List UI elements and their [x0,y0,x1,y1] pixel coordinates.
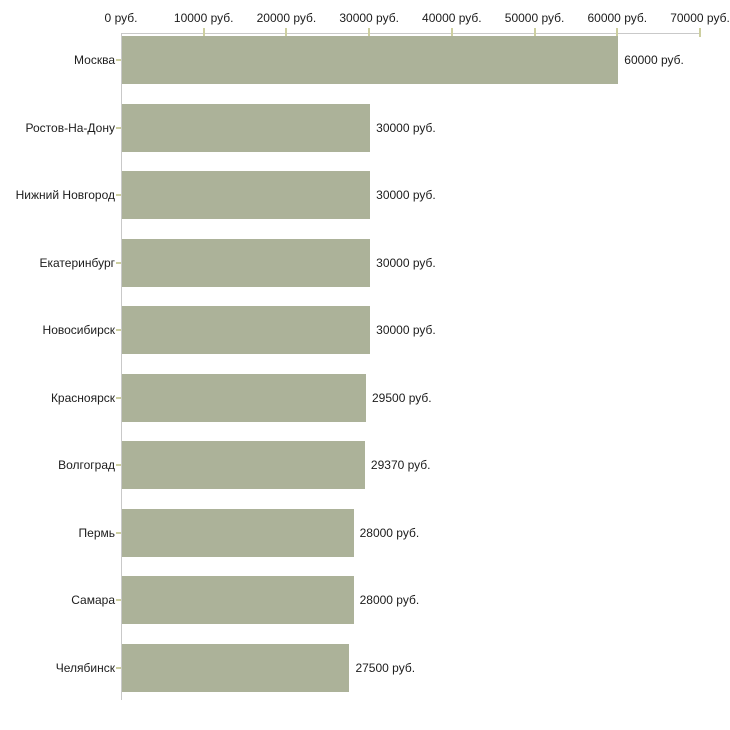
bar [122,441,365,490]
bar [122,171,371,220]
value-label: 60000 руб. [624,53,684,67]
x-axis-tick-label: 0 руб. [104,11,138,25]
category-label: Ростов-На-Дону [25,120,115,135]
category-label: Пермь [78,525,115,540]
category-tick [116,126,121,129]
bar [122,36,619,84]
category-label: Челябинск [55,661,115,676]
category-tick [116,599,121,602]
category-label: Самара [71,593,115,608]
category-tick [116,329,121,332]
category-label: Новосибирск [42,323,115,338]
category-tick [116,531,121,534]
x-axis-tick [533,28,536,37]
x-axis-tick-label: 30000 руб. [339,11,399,25]
category-label: Волгоград [58,458,115,473]
value-label: 28000 руб. [359,525,420,540]
bar [122,306,371,355]
category-tick [116,464,121,467]
bar [122,644,350,693]
value-label: 29500 руб. [372,390,432,405]
category-tick [116,396,121,399]
x-axis-tick [616,28,619,37]
category-label: Екатеринбург [39,255,116,270]
x-axis-tick [368,28,371,37]
category-label: Красноярск [50,390,115,405]
x-axis-tick-label: 50000 руб. [504,11,565,25]
x-axis-tick [202,28,205,37]
bar [122,238,371,287]
value-label: 27500 руб. [355,661,416,676]
value-label: 30000 руб. [376,255,436,270]
bar [122,576,354,625]
x-axis-tick-label: 20000 руб. [256,11,317,25]
y-axis-line [121,33,122,701]
value-label: 29370 руб. [370,458,431,473]
value-label: 30000 руб. [376,323,436,338]
x-axis-tick-label: 10000 руб. [173,11,234,25]
bar [122,103,371,152]
category-tick [116,194,121,197]
value-label: 28000 руб. [359,593,420,608]
bar [122,373,366,422]
category-tick [116,667,121,670]
value-label: 30000 руб. [376,188,436,203]
x-axis-tick [699,28,701,37]
x-axis-tick-label: 40000 руб. [422,11,482,25]
category-tick [116,59,121,61]
x-axis-tick [450,28,453,37]
category-tick [116,261,121,264]
bar [122,508,354,557]
x-axis-tick [285,28,288,37]
x-axis-tick-label: 70000 руб. [670,11,730,25]
category-label: Нижний Новгород [15,188,115,203]
value-label: 30000 руб. [376,120,436,135]
x-axis-line [121,33,701,34]
category-label: Москва [74,53,115,67]
x-axis-tick-label: 60000 руб. [587,11,648,25]
